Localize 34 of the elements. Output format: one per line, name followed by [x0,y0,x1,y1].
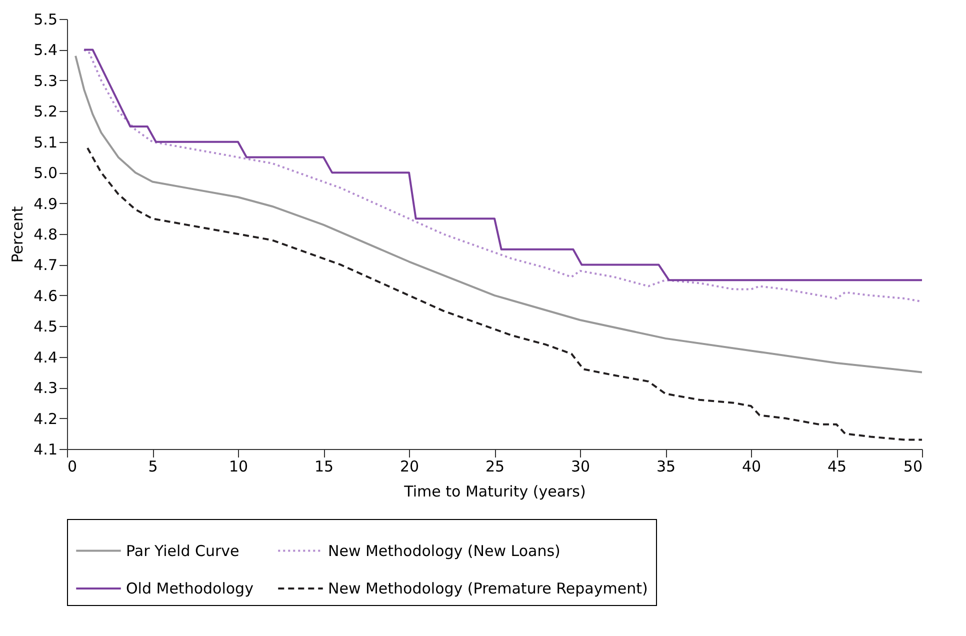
x-tick-label: 40 [742,458,762,476]
y-tick-label: 5.0 [34,164,58,182]
y-tick-label: 4.4 [34,348,58,366]
y-axis-title: Percent [8,206,27,263]
y-tick-label: 5.1 [34,133,58,152]
y-tick-label: 4.5 [34,318,58,336]
legend-label: Old Methodology [126,580,254,598]
x-tick-label: 5 [148,458,158,476]
line-series [86,147,922,441]
x-tick-label: 30 [570,458,590,476]
x-tick-label: 0 [68,458,78,476]
legend-label: Par Yield Curve [126,542,240,560]
y-tick-label: 5.4 [34,41,58,60]
x-tick-label: 50 [903,458,922,476]
x-tick-label: 25 [485,458,505,476]
y-tick-label: 4.1 [34,440,58,458]
y-tick-label: 4.6 [34,286,58,305]
y-tick-label: 4.2 [34,410,58,428]
y-tick-label: 4.9 [34,194,58,213]
x-tick-label: 20 [400,458,420,476]
y-tick-label: 5.3 [34,72,58,90]
x-tick-label: 15 [314,458,334,476]
line-series [74,54,922,374]
legend-label: New Methodology (New Loans) [328,542,560,560]
y-tick-label: 4.8 [34,226,58,244]
x-tick-label: 10 [228,458,248,476]
x-axis-title: Time to Maturity (years) [403,482,586,500]
y-tick-label: 5.5 [34,10,58,28]
legend-label: New Methodology (Premature Repayment) [328,580,648,598]
y-tick-label: 4.3 [34,379,58,398]
x-tick-label: 35 [656,458,676,476]
x-tick-label: 45 [827,458,847,476]
y-tick-label: 4.7 [34,256,58,274]
y-tick-label: 5.2 [34,102,58,121]
